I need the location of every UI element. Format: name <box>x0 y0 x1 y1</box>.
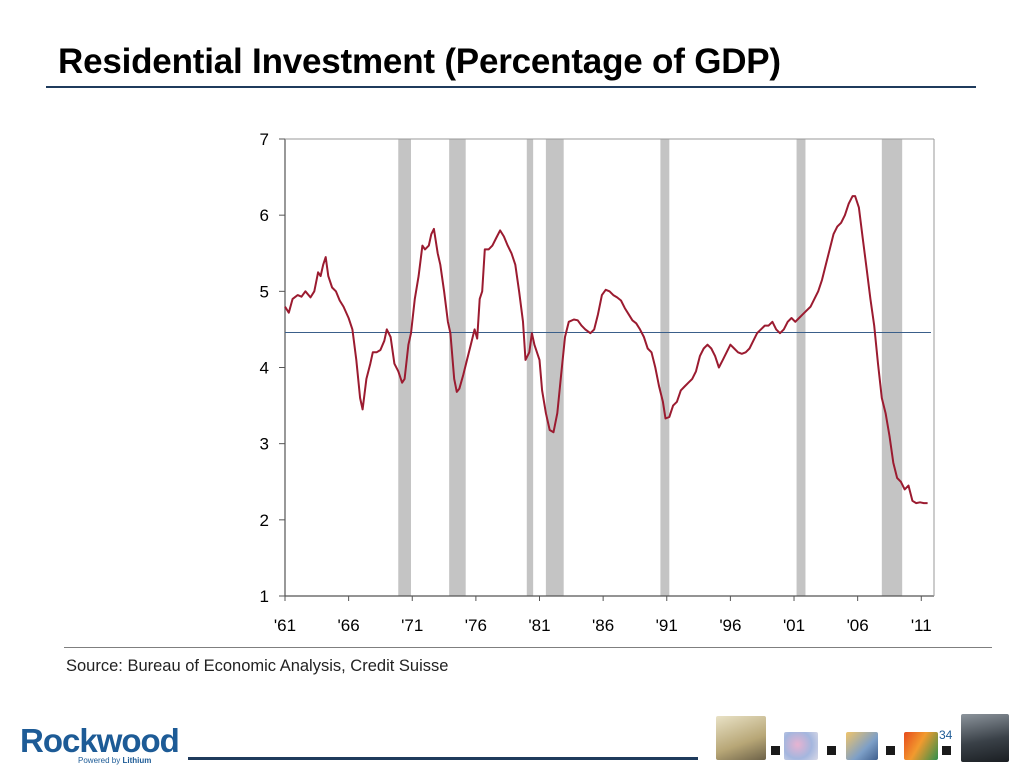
x-tick-label: '66 <box>338 616 360 635</box>
pills-thumbnail <box>784 732 818 760</box>
recession-band <box>545 139 564 596</box>
bullet-square-icon <box>942 746 951 755</box>
recession-band <box>796 139 806 596</box>
bullet-square-icon <box>827 746 836 755</box>
x-tick-label: '61 <box>274 616 296 635</box>
footer-thumbnails <box>716 714 1016 764</box>
slide-title: Residential Investment (Percentage of GD… <box>58 42 781 81</box>
car-thumbnail <box>961 714 1009 762</box>
x-tick-label: '01 <box>783 616 805 635</box>
recession-band <box>881 139 903 596</box>
chart-axes <box>279 138 935 601</box>
rockwood-logo: Rockwood Powered by Lithium <box>20 722 180 765</box>
footer-divider <box>188 757 698 760</box>
fabric-thumbnail <box>846 732 878 760</box>
recession-band <box>449 139 466 596</box>
page-number: 34 <box>939 728 953 742</box>
recession-band <box>398 139 411 596</box>
recession-band <box>660 139 670 596</box>
logo-tagline: Powered by Lithium <box>78 756 179 765</box>
series-line <box>284 195 928 505</box>
x-tick-label: '86 <box>592 616 614 635</box>
series-group <box>284 195 928 505</box>
logo-tagline-prefix: Powered by <box>78 756 123 765</box>
lab-flask-thumbnail <box>716 716 766 760</box>
bullet-square-icon <box>771 746 780 755</box>
x-tick-label: '91 <box>656 616 678 635</box>
logo-tagline-brand: Lithium <box>122 756 152 765</box>
x-tick-labels: '61 '66 '71 '76 '81 '86 '91 '96 '01 '06 '11 <box>274 616 932 635</box>
recession-band <box>526 139 534 596</box>
title-underline <box>46 86 976 88</box>
source-note: Source: Bureau of Economic Analysis, Cre… <box>66 657 449 675</box>
y-tick-label: 7 <box>260 130 269 149</box>
y-tick-label: 6 <box>260 206 269 225</box>
x-tick-label: '11 <box>911 616 932 635</box>
recession-bands <box>398 139 903 596</box>
x-tick-label: '81 <box>528 616 550 635</box>
x-tick-label: '96 <box>719 616 741 635</box>
x-tick-label: '76 <box>465 616 487 635</box>
y-tick-labels: 1 2 3 4 5 6 7 <box>260 130 269 606</box>
y-tick-label: 5 <box>260 282 269 301</box>
logo-wordmark: Rockwood <box>20 722 180 759</box>
pigment-thumbnail <box>904 732 938 760</box>
bullet-square-icon <box>886 746 895 755</box>
y-tick-label: 2 <box>260 511 269 530</box>
x-tick-label: '71 <box>401 616 423 635</box>
x-tick-label: '06 <box>847 616 869 635</box>
y-tick-label: 4 <box>260 359 269 378</box>
y-tick-label: 1 <box>260 587 269 606</box>
y-tick-label: 3 <box>260 435 269 454</box>
source-divider <box>64 647 992 648</box>
